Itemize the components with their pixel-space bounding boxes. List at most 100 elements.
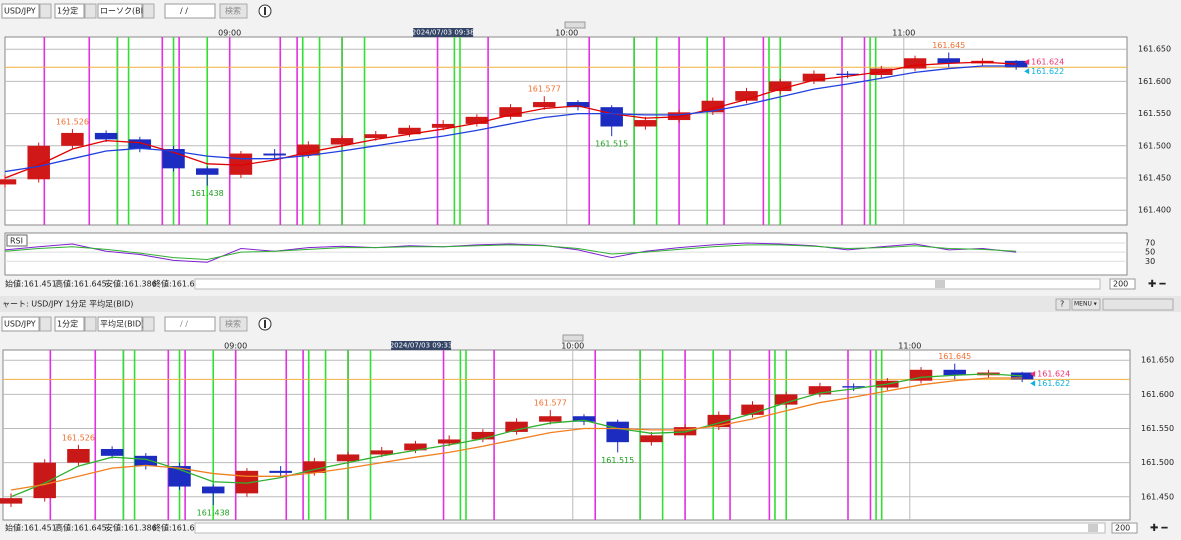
info-icon <box>264 320 266 328</box>
window-title: ャート: USD/JPY 1分足 平均足(BID) <box>2 299 133 309</box>
price-annotation: 161.645 <box>938 352 971 361</box>
rsi-line <box>4 242 1017 263</box>
style-select[interactable] <box>97 316 143 332</box>
x-tick-label: 09:00 <box>218 29 241 38</box>
dropdown[interactable] <box>84 3 97 19</box>
zoom: 200 <box>1113 280 1128 289</box>
candle-body <box>566 102 590 108</box>
moving-average <box>4 61 1017 179</box>
candle-body <box>465 116 489 124</box>
cursor-label: 2024/07/03 09:38 <box>412 29 475 37</box>
status-close: 終値:161.622 <box>153 523 205 533</box>
zoom-box[interactable] <box>1111 522 1138 534</box>
price-annotation: 161.577 <box>534 399 567 408</box>
candle-body <box>634 120 657 127</box>
search: 検索 <box>225 319 241 329</box>
y-tick-label: 161.650 <box>1138 45 1171 54</box>
candle-body <box>100 448 124 456</box>
candle-body <box>330 138 354 145</box>
candle-body <box>505 421 528 432</box>
candle-body <box>774 394 798 405</box>
candle-body <box>370 450 393 455</box>
candle-body <box>27 145 50 180</box>
collapse-tab[interactable] <box>562 334 584 342</box>
search-button[interactable] <box>219 3 248 19</box>
y-tick-label: 161.400 <box>1138 206 1171 215</box>
moving-average <box>10 373 1023 498</box>
candle-body <box>606 421 629 443</box>
candle-body <box>297 144 320 156</box>
dropdown[interactable] <box>84 316 97 332</box>
period: 1分定 <box>57 319 78 329</box>
pair-select[interactable] <box>1 3 40 19</box>
style-select[interactable] <box>97 3 143 19</box>
candle-body <box>336 454 360 462</box>
y-tick-label: 161.550 <box>1141 424 1174 433</box>
price-marker <box>1030 370 1036 377</box>
collapse-tab[interactable] <box>564 21 586 29</box>
x-tick-label: 11:00 <box>892 29 915 38</box>
period-select[interactable] <box>54 3 85 19</box>
price-annotation: 161.577 <box>528 85 561 94</box>
candle-body <box>808 386 832 395</box>
candle-body <box>471 431 495 440</box>
price-annotation: 161.438 <box>197 508 230 517</box>
dropdown[interactable] <box>39 316 52 332</box>
date: / / <box>180 320 188 329</box>
menu-button[interactable] <box>1071 298 1101 311</box>
status-low: 安値:161.386 <box>105 523 157 533</box>
price-annotation: 161.515 <box>601 456 634 465</box>
candle-body <box>67 448 90 463</box>
y-tick-label: 161.500 <box>1141 458 1174 467</box>
y-tick-label: 161.450 <box>1138 174 1171 183</box>
candle-body <box>572 416 596 422</box>
candle-body <box>303 461 326 473</box>
help: ? <box>1060 300 1064 309</box>
plot-area <box>2 349 1131 521</box>
period: 1分定 <box>57 6 78 16</box>
dropdown[interactable] <box>142 3 155 19</box>
zoom-buttons[interactable]: ✚ ━ <box>1150 523 1169 534</box>
pair-select[interactable] <box>1 316 40 332</box>
scroll-thumb[interactable] <box>935 280 945 288</box>
candle-body <box>263 153 286 156</box>
x-tick-label: 09:00 <box>224 342 247 351</box>
y-tick-label: 161.450 <box>1141 492 1174 501</box>
candle-body <box>836 73 859 75</box>
candle-body <box>640 435 663 443</box>
candle-body <box>404 443 427 451</box>
dropdown[interactable] <box>39 3 52 19</box>
candle-body <box>842 386 865 388</box>
status-low: 安値:161.386 <box>105 279 157 289</box>
scroll-thumb[interactable] <box>1088 524 1098 532</box>
search-button[interactable] <box>219 316 248 332</box>
candle-body <box>134 455 158 467</box>
moving-average <box>10 377 1023 491</box>
price-label: 161.622 <box>1037 379 1070 388</box>
status-bar: 始値:161.451 高値:161.645 安値:161.386 終値:161.… <box>5 278 1167 290</box>
scrollbar[interactable] <box>194 522 1106 534</box>
price-annotation: 161.526 <box>62 433 95 442</box>
help-button[interactable] <box>1055 298 1071 311</box>
window-buttons[interactable] <box>1102 298 1174 311</box>
date-input[interactable] <box>164 3 216 19</box>
scrollbar[interactable] <box>194 278 1101 290</box>
candle-body <box>201 486 225 494</box>
candle-body <box>600 107 623 127</box>
dropdown[interactable] <box>142 316 155 332</box>
zoom-buttons[interactable]: ✚ ━ <box>1148 279 1167 290</box>
price-label: 161.622 <box>1031 67 1064 76</box>
indicator-title: RSI <box>10 237 23 246</box>
zoom-box[interactable] <box>1109 278 1136 290</box>
menu: MENU ▾ <box>1074 301 1097 308</box>
y-tick-label: 161.650 <box>1141 356 1174 365</box>
candle-body <box>533 102 556 108</box>
price-annotation: 161.438 <box>191 189 224 198</box>
candle-body <box>499 107 522 117</box>
x-tick-label: 11:00 <box>898 342 921 351</box>
candle-body <box>1010 372 1034 380</box>
date-input[interactable] <box>164 316 216 332</box>
period-select[interactable] <box>54 316 85 332</box>
pair: USD/JPY <box>4 320 36 329</box>
